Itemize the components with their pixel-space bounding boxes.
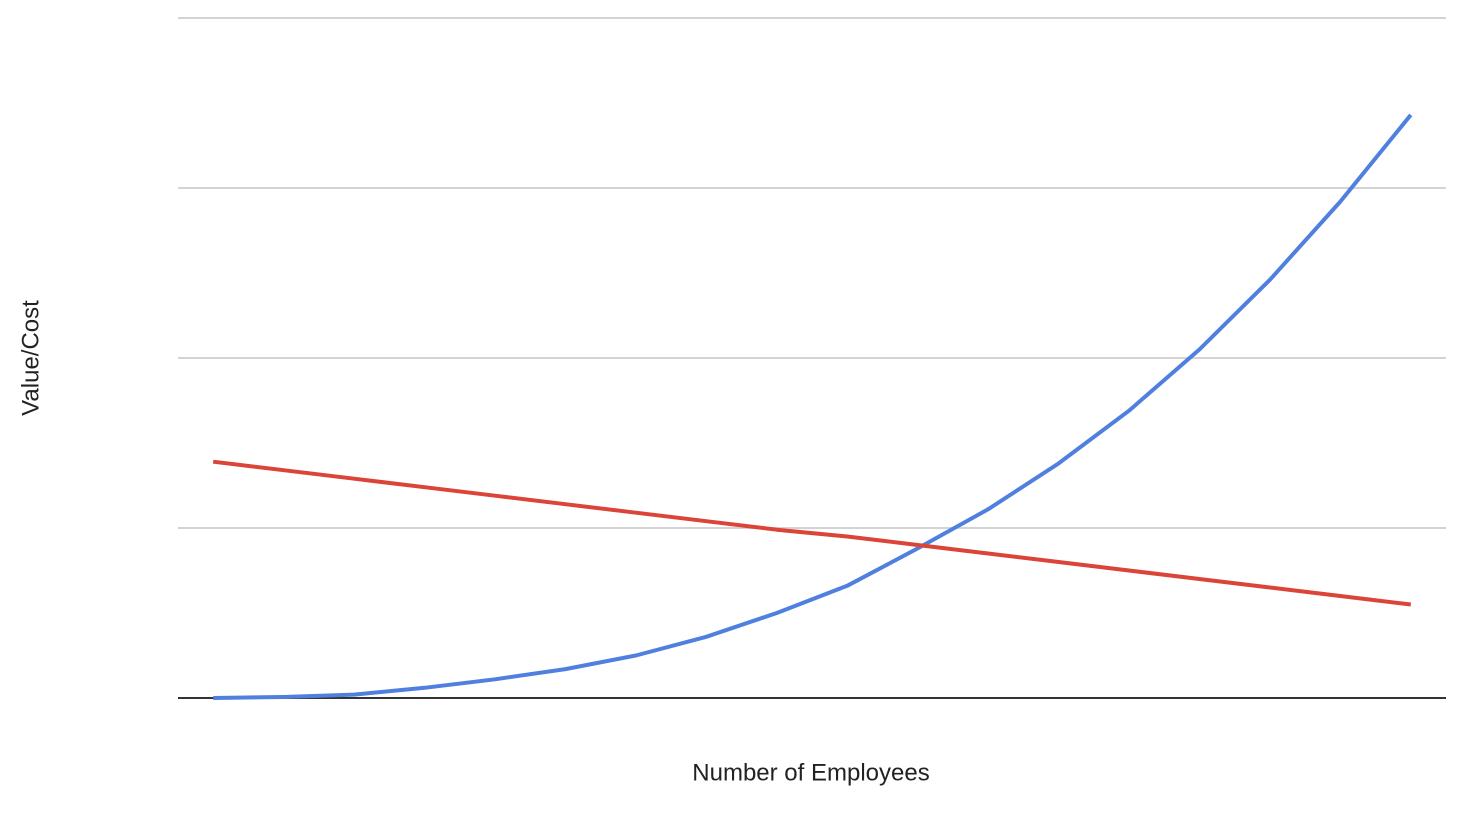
series-line	[212, 459, 1412, 607]
x-axis-label: Number of Employees	[692, 759, 929, 786]
y-axis-label: Value/Cost	[17, 300, 44, 416]
series-line	[213, 113, 1413, 700]
